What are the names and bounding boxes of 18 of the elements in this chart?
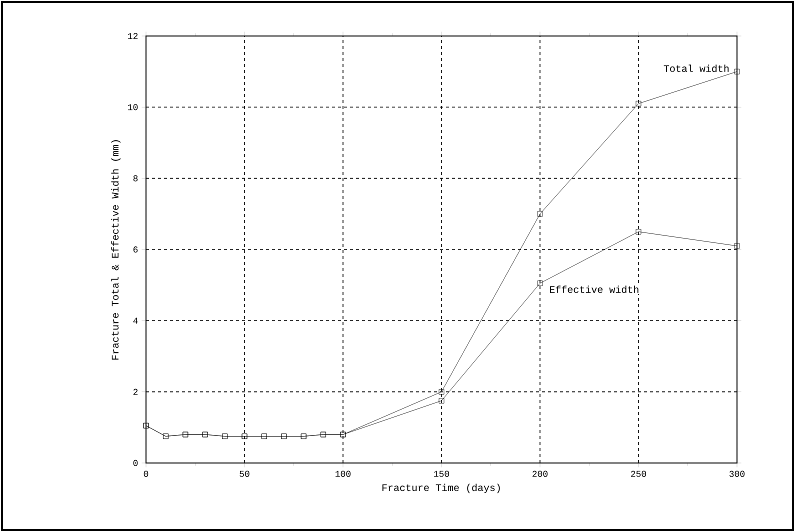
x-tick-label: 0	[144, 470, 148, 477]
series-label: Total width	[664, 64, 729, 72]
y-axis-title: Fracture Total & Effective Width (mm)	[111, 140, 121, 360]
x-tick-label: 300	[729, 470, 745, 477]
y-tick-label: 12	[128, 32, 138, 40]
x-tick-label: 100	[336, 470, 351, 477]
x-tick-label: 50	[240, 470, 250, 477]
x-axis-title: Fracture Time (days)	[382, 484, 500, 494]
x-tick-label: 250	[631, 470, 646, 477]
y-tick-label: 6	[133, 246, 138, 253]
series-label: Effective width	[550, 286, 638, 293]
x-tick-label: 150	[434, 470, 450, 477]
y-tick-label: 10	[128, 104, 138, 110]
x-tick-label: 200	[532, 470, 548, 477]
y-tick-label: 2	[133, 388, 138, 395]
y-tick-label: 8	[133, 175, 138, 182]
y-tick-label: 4	[133, 318, 138, 324]
y-tick-label: 0	[133, 460, 138, 466]
